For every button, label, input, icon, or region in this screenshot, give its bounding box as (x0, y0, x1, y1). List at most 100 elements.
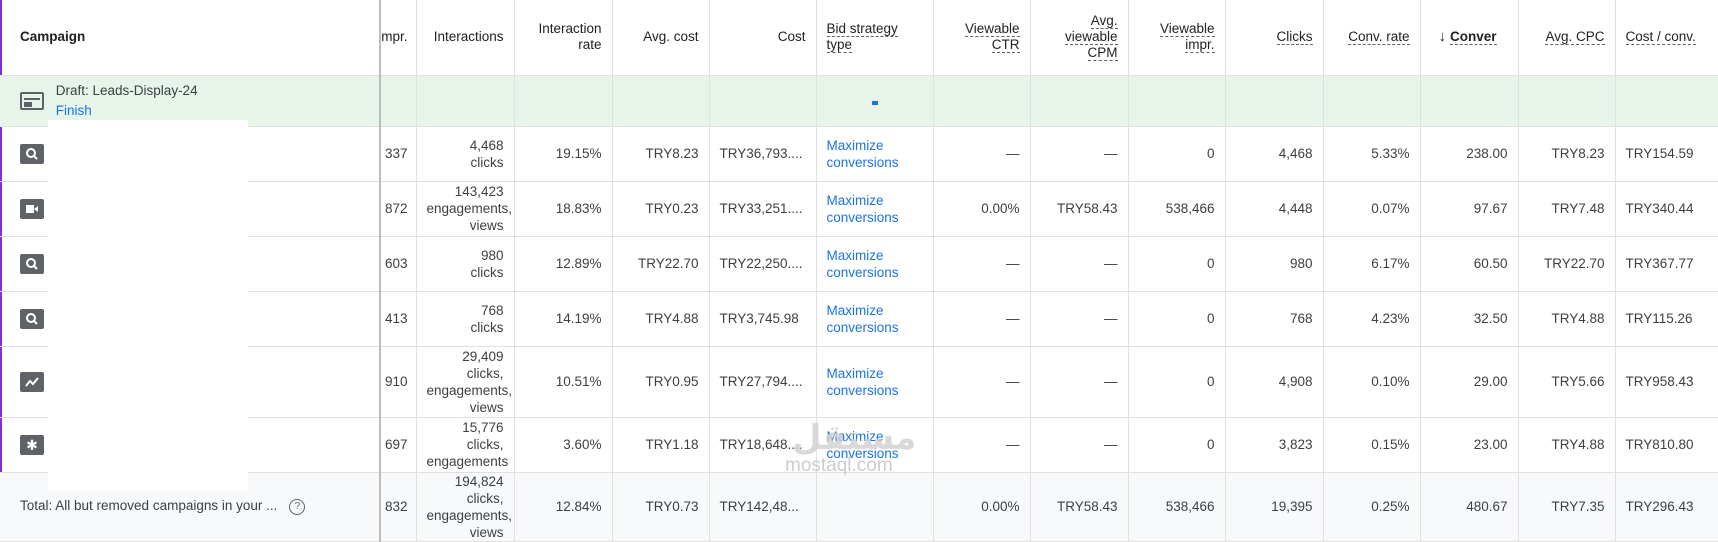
interactions-line: clicks, (466, 437, 504, 452)
cell-viewable-ctr: — (933, 346, 1031, 418)
cell-viewable-ctr: — (933, 417, 1031, 473)
table-row[interactable]: 413 768 clicks 14.19% TRY4.88 TRY3,745.98 Maxi… (0, 291, 1718, 347)
bid-strategy-link[interactable]: conversions (826, 445, 899, 461)
table-row[interactable]: 872 143,423 engagements, views 18.83% TRY0.23… (0, 181, 1718, 237)
cell-viewable-ctr: — (933, 236, 1031, 292)
cell-bid[interactable]: Maximize conversions (816, 417, 934, 473)
interactions-line: views (469, 218, 504, 233)
cell-conv-rate: 0.07% (1323, 181, 1421, 237)
bid-strategy-link[interactable]: Maximize (826, 365, 884, 381)
cell-bid[interactable]: Maximize conversions (816, 291, 934, 347)
cell-conv-rate: 0.10% (1323, 346, 1421, 418)
table-row[interactable]: 603 980 clicks 12.89% TRY22.70 TRY22,250.... M… (0, 236, 1718, 292)
header-avg-viewable-cpm-label: Avg. viewable CPM (1064, 13, 1118, 62)
bid-strategy-link[interactable]: conversions (826, 209, 899, 225)
cell-conv-rate: 4.23% (1323, 291, 1421, 347)
cell-conv-rate: 5.33% (1323, 126, 1421, 182)
header-viewable-ctr-label: Viewable CTR (964, 21, 1020, 54)
draft-finish-link[interactable]: Finish (55, 102, 92, 118)
header-conversions-label: Conver (1450, 29, 1497, 46)
header-cost-conv[interactable]: Cost / conv. (1615, 0, 1718, 76)
cell-interaction-rate: 12.89% (514, 236, 613, 292)
cell-impr: 413 (380, 291, 417, 347)
cell-avg-cost: TRY0.95 (612, 346, 710, 418)
cell-avg-cpc: TRY8.23 (1518, 126, 1616, 182)
total-label: Total: All but removed campaigns in your… (20, 498, 278, 514)
cell-bid[interactable]: Maximize conversions (816, 126, 934, 182)
total-cell-bid (816, 472, 934, 542)
draft-display-icon (20, 91, 44, 110)
table-row[interactable]: 910 29,409 clicks, engagements, views 10.51% T… (0, 346, 1718, 418)
cell-bid[interactable]: Maximize conversions (816, 236, 934, 292)
draft-loading-indicator (816, 75, 934, 127)
total-cell-avg-viewable-cpm: TRY58.43 (1030, 472, 1129, 542)
bid-strategy-link[interactable]: conversions (826, 319, 899, 335)
header-avg-cost[interactable]: Avg. cost (612, 0, 710, 76)
interactions-line: clicks (470, 154, 504, 170)
cell-avg-viewable-cpm: TRY58.43 (1030, 181, 1129, 237)
header-viewable-ctr[interactable]: Viewable CTR (933, 0, 1031, 76)
cell-clicks: 3,823 (1225, 417, 1324, 473)
draft-row[interactable]: Draft: Leads-Display-24 Finish (0, 75, 1718, 127)
help-icon[interactable]: ? (289, 498, 306, 515)
cell-bid[interactable]: Maximize conversions (816, 346, 934, 418)
header-conv-rate-label: Conv. rate (1348, 29, 1410, 46)
cell-cost-conv: TRY810.80 (1615, 417, 1718, 473)
cell-interactions: 15,776 clicks, engagements (416, 417, 515, 473)
header-interactions[interactable]: Interactions (416, 0, 515, 76)
cell-avg-cost: TRY1.18 (612, 417, 710, 473)
total-cell-avg-cpc: TRY7.35 (1518, 472, 1616, 542)
bid-strategy-link[interactable]: conversions (826, 154, 899, 170)
bid-strategy-link[interactable]: Maximize (826, 428, 884, 444)
cell-avg-viewable-cpm: — (1030, 126, 1129, 182)
cell-avg-cpc: TRY7.48 (1518, 181, 1616, 237)
cell-cost-conv: TRY340.44 (1615, 181, 1718, 237)
interactions-line: 4,468 (469, 137, 504, 153)
sort-down-arrow-icon: ↓ (1438, 28, 1447, 46)
header-conversions[interactable]: ↓ Conver (1420, 0, 1519, 76)
interactions-line: 15,776 (462, 420, 504, 435)
header-clicks-label: Clicks (1276, 29, 1313, 46)
header-impr[interactable]: mpr. (380, 0, 417, 76)
interactions-line: views (469, 399, 504, 415)
header-cost[interactable]: Cost (709, 0, 817, 76)
total-cell-clicks: 19,395 (1225, 472, 1324, 542)
total-cell-viewable-ctr: 0.00% (933, 472, 1031, 542)
cell-bid[interactable]: Maximize conversions (816, 181, 934, 237)
header-bid-strategy[interactable]: Bid strategy type (816, 0, 934, 76)
cell-clicks: 4,468 (1225, 126, 1324, 182)
bid-strategy-link[interactable]: Maximize (826, 302, 884, 318)
cell-avg-cost: TRY22.70 (612, 236, 710, 292)
interactions-line: engagements, (426, 382, 513, 398)
cell-cost: TRY27,794.... (709, 346, 817, 418)
header-avg-viewable-cpm[interactable]: Avg. viewable CPM (1030, 0, 1129, 76)
header-interaction-rate[interactable]: Interaction rate (514, 0, 613, 76)
interactions-line: 768 (480, 302, 504, 318)
cell-cost-conv: TRY958.43 (1615, 346, 1718, 418)
watermark-latin: mostaql.com (785, 455, 893, 476)
total-cell-interactions: 194,824 clicks, engagements, views (416, 472, 515, 542)
cell-impr: 910 (380, 346, 417, 418)
table-row[interactable]: 337 4,468 clicks 19.15% TRY8.23 TRY36,793....… (0, 126, 1718, 182)
cell-cost: TRY18,648.... (709, 417, 817, 473)
header-campaign[interactable]: Campaign (0, 0, 381, 76)
interactions-line: 29,409 (462, 348, 504, 364)
header-conv-rate[interactable]: Conv. rate (1323, 0, 1421, 76)
header-row: Campaign mpr. Interactions Interaction r… (0, 0, 1718, 76)
total-cell-interaction-rate: 12.84% (514, 472, 613, 542)
total-interactions-line: clicks, (466, 490, 504, 506)
bid-strategy-link[interactable]: Maximize (826, 137, 884, 153)
cell-conversions: 238.00 (1420, 126, 1519, 182)
cell-avg-viewable-cpm: — (1030, 346, 1129, 418)
header-viewable-impr[interactable]: Viewable impr. (1128, 0, 1226, 76)
watermark-arabic: مستقل (792, 419, 917, 457)
bid-strategy-link[interactable]: conversions (826, 264, 899, 280)
bid-strategy-link[interactable]: Maximize (826, 247, 884, 263)
cell-avg-viewable-cpm: — (1030, 291, 1129, 347)
bid-strategy-link[interactable]: conversions (826, 382, 899, 398)
header-avg-cpc[interactable]: Avg. CPC (1518, 0, 1616, 76)
cell-avg-cost: TRY4.88 (612, 291, 710, 347)
header-clicks[interactable]: Clicks (1225, 0, 1324, 76)
bid-strategy-link[interactable]: Maximize (826, 192, 884, 208)
header-viewable-impr-label: Viewable impr. (1159, 21, 1215, 54)
